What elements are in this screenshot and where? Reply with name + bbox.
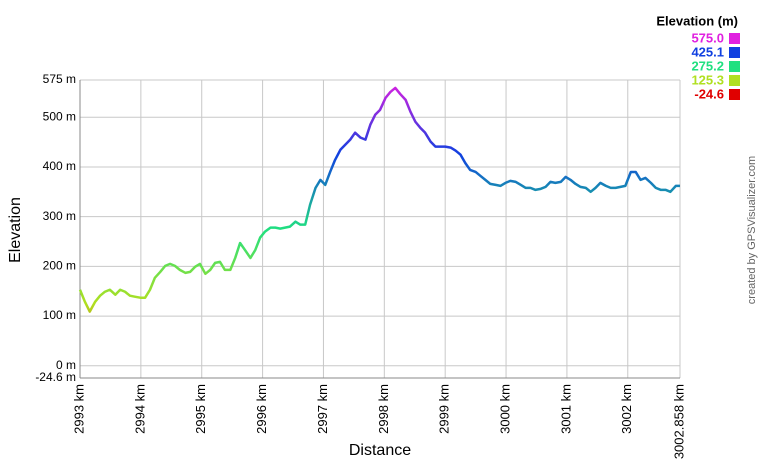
legend-label: 575.0 bbox=[691, 30, 724, 45]
y-tick-label: 300 m bbox=[43, 209, 76, 223]
x-tick-label: 2996 km bbox=[254, 384, 269, 434]
legend-swatch bbox=[729, 75, 740, 86]
x-tick-label: 3000 km bbox=[497, 384, 512, 434]
legend-label: 125.3 bbox=[691, 72, 724, 87]
x-tick-label: 3002 km bbox=[619, 384, 634, 434]
x-tick-label: 2997 km bbox=[315, 384, 330, 434]
y-tick-label: 100 m bbox=[43, 308, 76, 322]
legend-label: 425.1 bbox=[691, 44, 724, 59]
legend-swatch bbox=[729, 89, 740, 100]
x-tick-label: 2994 km bbox=[132, 384, 147, 434]
credit: created by GPSVisualizer.com bbox=[746, 156, 758, 304]
x-tick-label: 3001 km bbox=[558, 384, 573, 434]
x-tick-label: 2995 km bbox=[193, 384, 208, 434]
y-tick-label: -24.6 m bbox=[35, 370, 76, 384]
x-tick-label: 2993 km bbox=[71, 384, 86, 434]
elevation-line bbox=[78, 86, 680, 313]
x-tick-label: 3002.858 km bbox=[671, 384, 686, 459]
y-tick-label: 400 m bbox=[43, 159, 76, 173]
y-tick-label: 200 m bbox=[43, 259, 76, 273]
y-axis-label: Elevation bbox=[7, 197, 24, 263]
legend-title: Elevation (m) bbox=[656, 13, 738, 28]
y-tick-label: 575 m bbox=[43, 72, 76, 86]
legend-swatch bbox=[729, 47, 740, 58]
legend-swatch bbox=[729, 61, 740, 72]
y-tick-label: 500 m bbox=[43, 109, 76, 123]
legend-label: 275.2 bbox=[691, 58, 724, 73]
x-axis-label: Distance bbox=[349, 442, 411, 459]
legend-label: -24.6 bbox=[694, 86, 724, 101]
y-tick-label: 0 m bbox=[56, 358, 76, 372]
x-tick-label: 2998 km bbox=[376, 384, 391, 434]
x-tick-label: 2999 km bbox=[437, 384, 452, 434]
legend-swatch bbox=[729, 33, 740, 44]
